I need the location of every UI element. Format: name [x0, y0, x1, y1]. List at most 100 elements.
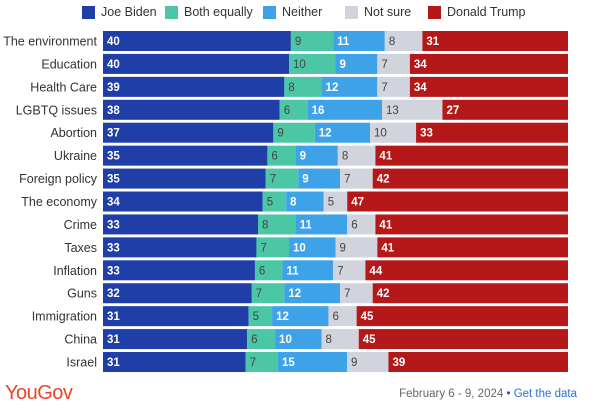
data-label: 8: [326, 334, 332, 346]
legend-item: Both equally: [165, 4, 253, 20]
data-label: 9: [300, 151, 306, 163]
category-label: The environment: [3, 35, 97, 49]
bar-segment: [103, 306, 249, 327]
legend-item: Neither: [263, 4, 322, 20]
bar-segment: [103, 329, 248, 350]
data-label: 39: [107, 82, 120, 94]
data-label: 12: [319, 128, 332, 140]
data-label: 40: [107, 59, 120, 71]
bar-segment: [262, 191, 287, 212]
bar-segment: [248, 306, 273, 327]
data-label: 47: [351, 197, 364, 209]
bar-segment: [103, 168, 266, 189]
data-label: 12: [288, 288, 301, 300]
bar-segment: [295, 145, 338, 166]
bar-segment: [347, 214, 376, 235]
bar-segment: [245, 352, 278, 373]
data-label: 8: [389, 36, 395, 48]
data-label: 31: [107, 311, 120, 323]
bar-segment: [356, 306, 568, 327]
bar-segment: [251, 283, 285, 304]
data-label: 31: [107, 334, 120, 346]
data-label: 41: [381, 242, 394, 254]
data-label: 37: [107, 128, 120, 140]
bar-segment: [347, 352, 389, 373]
bar-segment: [323, 191, 348, 212]
data-label: 34: [107, 197, 120, 209]
data-label: 5: [328, 197, 334, 209]
data-label: 7: [270, 174, 276, 186]
bar-segment: [409, 53, 568, 74]
category-label: Crime: [64, 218, 97, 232]
bar-segment: [254, 260, 283, 281]
data-label: 11: [300, 219, 313, 231]
bar-segment: [103, 260, 255, 281]
bar-segment: [307, 99, 382, 120]
category-label: China: [64, 333, 97, 347]
data-label: 6: [271, 151, 277, 163]
data-label: 7: [260, 242, 266, 254]
bar-segment: [103, 99, 280, 120]
get-the-data-link[interactable]: Get the data: [513, 388, 577, 400]
data-label: 10: [374, 128, 387, 140]
bar-segment: [377, 76, 410, 97]
bar-segment: [103, 191, 263, 212]
data-label: 8: [342, 151, 348, 163]
data-label: 41: [379, 151, 392, 163]
data-label: 9: [295, 36, 301, 48]
data-label: 35: [107, 151, 120, 163]
data-label: 45: [361, 311, 374, 323]
data-label: 6: [259, 265, 265, 277]
category-label: Foreign policy: [19, 172, 98, 186]
data-label: 38: [107, 105, 120, 117]
legend-swatch: [82, 5, 95, 19]
legend: Joe Biden Both equally Neither Not sure Dona…: [0, 0, 599, 24]
data-label: 32: [107, 288, 120, 300]
bar-segment: [442, 99, 568, 120]
bar-segment: [103, 31, 291, 51]
bar-segment: [370, 122, 417, 143]
bar-segment: [335, 53, 378, 74]
data-label: 10: [293, 59, 306, 71]
data-label: 8: [290, 197, 297, 209]
bar-segment: [284, 76, 322, 97]
category-label: Israel: [66, 356, 97, 370]
bar-segment: [409, 76, 568, 97]
data-label: 7: [337, 265, 343, 277]
data-label: 10: [293, 242, 306, 254]
data-label: 13: [386, 105, 399, 117]
data-label: 31: [426, 36, 439, 48]
data-label: 9: [340, 242, 346, 254]
data-label: 34: [414, 82, 427, 94]
data-label: 6: [251, 334, 257, 346]
legend-swatch: [345, 5, 358, 19]
bar-segment: [272, 306, 329, 327]
data-label: 45: [363, 334, 376, 346]
bar-segment: [289, 237, 336, 258]
bar-segment: [365, 260, 568, 281]
legend-label: Joe Biden: [101, 5, 157, 19]
bar-segment: [258, 214, 296, 235]
bar-segment: [321, 329, 359, 350]
bar-segment: [103, 352, 246, 373]
data-label: 40: [107, 36, 120, 48]
bar-segment: [275, 329, 322, 350]
bar-segment: [384, 31, 423, 51]
bar-segment: [277, 352, 348, 373]
legend-item: Joe Biden: [82, 4, 157, 20]
data-label: 8: [262, 219, 268, 231]
bar-segment: [103, 122, 274, 143]
legend-label: Both equally: [184, 5, 253, 19]
data-label: 11: [287, 265, 300, 277]
bar-segment: [382, 99, 443, 120]
bar-segment: [279, 99, 308, 120]
category-label: Health Care: [30, 80, 97, 94]
bar-segment: [377, 53, 410, 74]
category-label: LGBTQ issues: [16, 103, 97, 117]
category-label: Inflation: [53, 264, 97, 278]
bar-segment: [295, 214, 348, 235]
legend-label: Donald Trump: [447, 5, 526, 19]
bar-segment: [340, 168, 373, 189]
bar-segment: [372, 168, 568, 189]
